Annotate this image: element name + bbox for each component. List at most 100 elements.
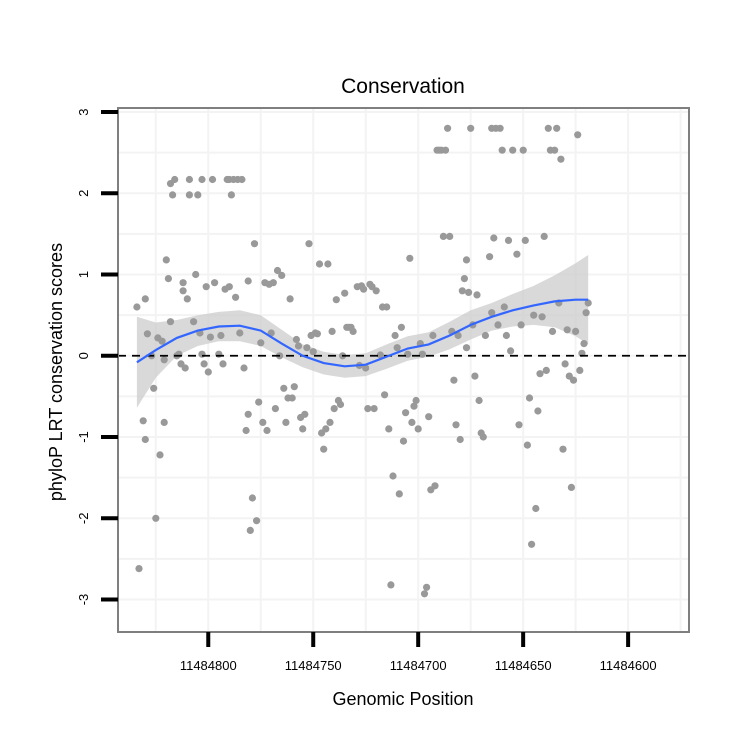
x-tick-label: 11484800 (180, 658, 237, 673)
data-point (208, 175, 217, 184)
data-point (278, 271, 286, 279)
data-point (162, 256, 170, 264)
data-point (481, 331, 489, 340)
data-point (179, 279, 187, 287)
data-point (431, 482, 439, 490)
data-point (257, 339, 265, 347)
data-point (569, 376, 578, 384)
data-point (269, 279, 277, 287)
data-point (322, 425, 330, 433)
data-point (490, 234, 498, 242)
data-point (414, 425, 422, 433)
data-point (273, 266, 282, 275)
data-point (217, 331, 225, 340)
data-point (494, 321, 502, 329)
data-point (160, 356, 168, 364)
data-point (313, 330, 321, 338)
y-tick-label: -3 (76, 594, 91, 606)
data-point (471, 372, 479, 380)
data-point (133, 303, 141, 311)
data-point (475, 396, 483, 405)
data-point (185, 191, 193, 199)
data-point (152, 514, 160, 522)
data-point (383, 303, 391, 311)
data-point (458, 287, 466, 295)
data-point (385, 425, 393, 433)
data-point (332, 296, 340, 304)
data-point (536, 370, 544, 378)
data-point (460, 275, 468, 283)
data-point (349, 327, 357, 335)
data-point (465, 288, 473, 296)
data-point (250, 240, 259, 248)
data-point (303, 344, 311, 352)
data-point (498, 146, 506, 154)
data-point (320, 445, 328, 453)
data-point (183, 295, 191, 303)
y-tick-label: 0 (76, 352, 91, 359)
data-point (198, 350, 206, 358)
data-point (553, 124, 561, 132)
data-point (150, 384, 158, 392)
data-point (244, 277, 252, 285)
data-point (467, 124, 475, 132)
data-point (215, 350, 223, 358)
x-axis: 11484800 11484750 11484700 11484650 11484600 (180, 632, 657, 673)
data-point (255, 398, 263, 406)
data-point (525, 394, 534, 402)
data-point (582, 309, 590, 317)
data-point (444, 124, 452, 132)
data-point (389, 472, 397, 480)
data-point (166, 318, 175, 326)
data-point (242, 426, 250, 435)
data-point (328, 327, 336, 335)
data-point (507, 347, 515, 355)
data-point (315, 260, 324, 268)
data-point (336, 400, 345, 409)
data-point (253, 517, 261, 525)
data-point (372, 287, 380, 295)
data-point (362, 364, 370, 372)
data-point (225, 283, 233, 291)
x-tick-label: 11484650 (495, 658, 552, 673)
data-point (341, 289, 349, 297)
smooth-line-group (136, 298, 589, 368)
data-point (515, 421, 523, 429)
data-point (280, 384, 288, 392)
data-point (141, 435, 149, 444)
data-point (381, 391, 389, 399)
y-axis-label: phyloP LRT conservation scores (46, 243, 66, 501)
data-point (418, 350, 426, 358)
y-tick-label: -2 (76, 513, 91, 525)
data-point (399, 437, 408, 445)
data-point (164, 275, 172, 283)
data-point (282, 418, 290, 426)
y-tick-label: 3 (76, 108, 91, 115)
plot-panel (118, 108, 689, 632)
data-point (462, 344, 471, 352)
confidence-band-group (136, 255, 589, 408)
data-point (301, 410, 309, 418)
chart-title: Conservation (341, 75, 465, 98)
data-point (542, 366, 550, 374)
data-point (402, 409, 410, 417)
data-point (561, 360, 569, 368)
data-point (248, 494, 256, 502)
smooth-trend-line (136, 298, 589, 368)
data-point (462, 256, 471, 264)
data-points-group (133, 124, 592, 598)
data-point (290, 383, 298, 391)
data-point (532, 504, 540, 513)
data-point (181, 364, 189, 372)
data-point (576, 366, 584, 374)
data-point (559, 445, 567, 453)
data-point (425, 413, 433, 421)
data-point (175, 350, 183, 358)
data-point (488, 309, 496, 317)
data-point (486, 253, 494, 261)
data-point (227, 191, 235, 199)
data-point (376, 351, 384, 359)
data-point (324, 260, 332, 268)
data-point (452, 421, 460, 429)
data-point (509, 146, 517, 154)
